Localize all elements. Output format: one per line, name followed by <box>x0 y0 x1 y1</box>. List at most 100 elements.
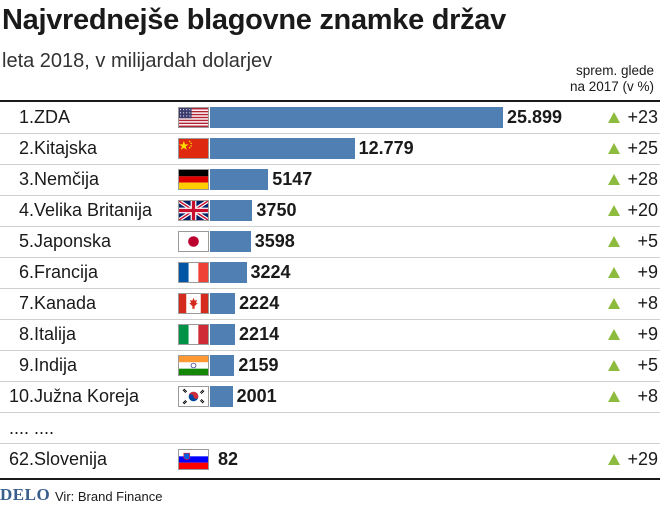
country-label: Kitajska <box>34 138 98 158</box>
slovenia-flag <box>178 449 209 470</box>
japan-flag <box>178 231 209 252</box>
country-label: Velika Britanija <box>34 200 153 220</box>
up-arrow-icon <box>608 143 620 154</box>
row-divider <box>0 133 660 134</box>
bar <box>210 262 247 283</box>
table-row: 1. ZDA 25.899 +23 <box>0 102 660 133</box>
change-column-header: sprem. glede na 2017 (v %) <box>570 63 654 95</box>
rank-label: 5. <box>18 231 34 251</box>
country-label: Slovenija <box>34 449 108 469</box>
row-divider <box>0 257 660 258</box>
value-label: 5147 <box>272 169 313 189</box>
south-korea-flag <box>178 386 209 407</box>
table-row: 62. Slovenija 82 +29 <box>0 444 660 475</box>
row-divider <box>0 226 660 227</box>
germany-flag <box>178 169 209 190</box>
chart-subtitle: leta 2018, v milijardah dolarjev <box>2 50 273 72</box>
bar <box>210 107 503 128</box>
change-label: +25 <box>627 138 658 158</box>
country-label: Južna Koreja <box>34 386 140 406</box>
value-label: 2001 <box>236 386 277 406</box>
table-row: 7. Kanada 2224 +8 <box>0 288 660 319</box>
rank-label: 10. <box>8 386 34 406</box>
table-row: 6. Francija 3224 +9 <box>0 257 660 288</box>
italy-flag <box>178 324 209 345</box>
uk-flag <box>178 200 209 221</box>
delo-logo: DELO <box>0 485 51 504</box>
chart-title: Najvrednejše blagovne znamke držav <box>2 4 506 36</box>
france-flag <box>178 262 209 283</box>
bar <box>210 355 235 376</box>
change-header-line1: sprem. glede <box>575 63 654 78</box>
rank-label: 3. <box>18 169 34 189</box>
source-note: Vir: Brand Finance <box>55 489 163 504</box>
india-flag <box>178 355 209 376</box>
change-label: +8 <box>637 293 658 313</box>
country-label: Japonska <box>34 231 112 251</box>
up-arrow-icon <box>608 298 620 309</box>
rank-label: 7. <box>18 293 34 313</box>
change-label: +5 <box>637 231 658 251</box>
rank-label: 8. <box>18 324 34 344</box>
value-label: 2214 <box>239 324 280 344</box>
row-divider <box>0 288 660 289</box>
up-arrow-icon <box>608 329 620 340</box>
change-label: +29 <box>627 449 658 469</box>
row-divider <box>0 412 660 413</box>
change-header-line2: na 2017 (v %) <box>569 79 654 94</box>
up-arrow-icon <box>608 174 620 185</box>
value-label: 82 <box>218 449 239 469</box>
up-arrow-icon <box>608 391 620 402</box>
country-label: Francija <box>34 262 99 282</box>
top-rule <box>0 100 660 102</box>
row-divider <box>0 350 660 351</box>
table-row: 2. Kitajska 12.779 +25 <box>0 133 660 164</box>
country-label: Indija <box>34 355 78 375</box>
rank-label: 62. <box>8 449 34 469</box>
us-flag <box>178 107 209 128</box>
bar <box>210 138 355 159</box>
table-row: 5. Japonska 3598 +5 <box>0 226 660 257</box>
value-label: 2224 <box>239 293 280 313</box>
table-row: 10. Južna Koreja 2001 +8 <box>0 381 660 412</box>
up-arrow-icon <box>608 360 620 371</box>
change-label: +9 <box>637 262 658 282</box>
bar <box>210 169 269 190</box>
row-divider <box>0 381 660 382</box>
bottom-rule <box>0 478 660 480</box>
country-label: Nemčija <box>34 169 100 189</box>
value-label: 3224 <box>250 262 291 282</box>
bar <box>210 231 251 252</box>
bar <box>210 324 235 345</box>
value-label: 3750 <box>256 200 297 220</box>
row-divider <box>0 164 660 165</box>
value-label: 2159 <box>238 355 279 375</box>
table-row: 8. Italija 2214 +9 <box>0 319 660 350</box>
value-label: 25.899 <box>507 107 563 127</box>
change-label: +5 <box>637 355 658 375</box>
rank-label: 1. <box>18 107 34 127</box>
up-arrow-icon <box>608 454 620 465</box>
change-label: +8 <box>637 386 658 406</box>
row-divider <box>0 443 660 444</box>
rank-label: 6. <box>18 262 34 282</box>
bar <box>210 293 236 314</box>
value-label: 12.779 <box>358 138 414 158</box>
country-label: Italija <box>34 324 77 344</box>
up-arrow-icon <box>608 112 620 123</box>
change-label: +23 <box>627 107 658 127</box>
up-arrow-icon <box>608 267 620 278</box>
country-label: ZDA <box>34 107 70 127</box>
table-row: 3. Nemčija 5147 +28 <box>0 164 660 195</box>
table-row: 9. Indija 2159 +5 <box>0 350 660 381</box>
up-arrow-icon <box>608 205 620 216</box>
change-label: +28 <box>627 169 658 189</box>
country-label: Kanada <box>34 293 97 313</box>
ellipsis-separator: .... .... <box>9 418 55 438</box>
up-arrow-icon <box>608 236 620 247</box>
change-label: +9 <box>637 324 658 344</box>
bar <box>210 200 253 221</box>
bar <box>210 386 233 407</box>
table-row: 4. Velika Britanija 3750 +20 <box>0 195 660 226</box>
rank-label: 4. <box>18 200 34 220</box>
